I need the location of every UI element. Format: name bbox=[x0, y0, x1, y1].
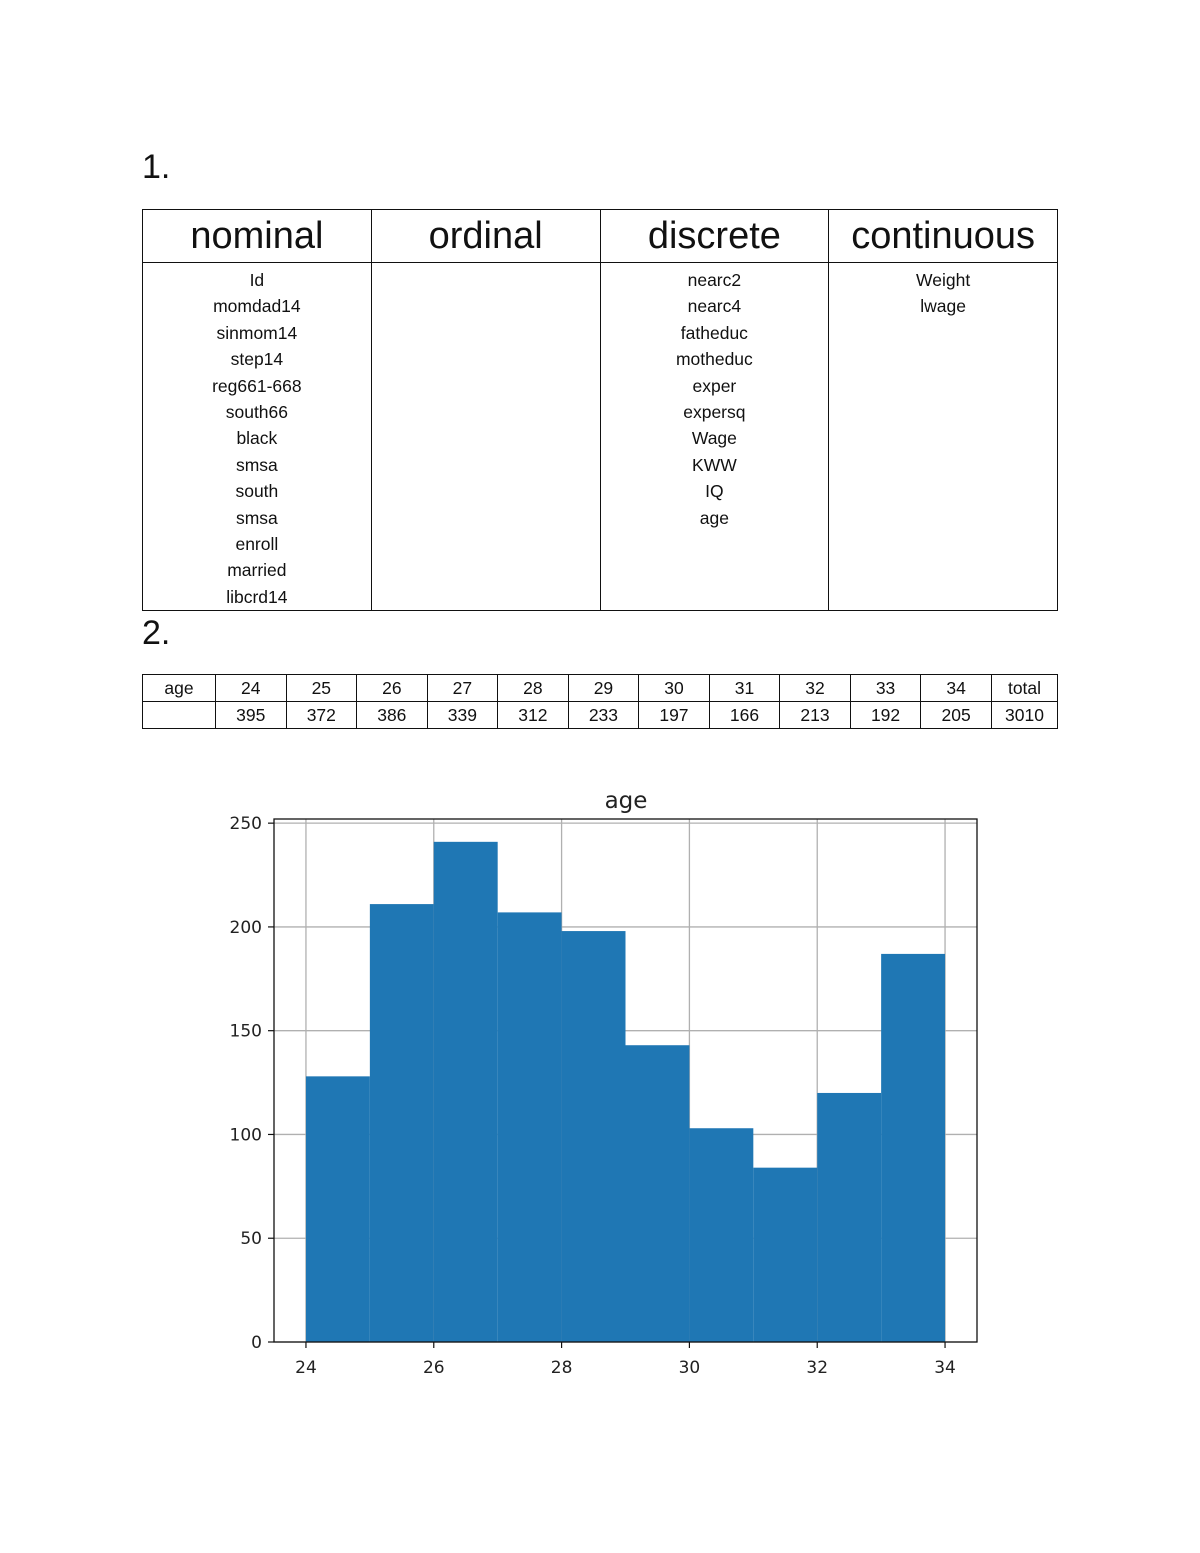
age-frequency-table: age 24 25 26 27 28 29 30 31 32 33 34 total 395 372 38… bbox=[142, 674, 1058, 729]
x-tick-label: 32 bbox=[806, 1358, 828, 1378]
discrete-variable: expersq bbox=[683, 401, 746, 422]
count-value-cell: 213 bbox=[779, 701, 851, 729]
histogram-bar bbox=[561, 931, 626, 1342]
header-nominal: nominal bbox=[142, 209, 372, 263]
x-tick-label: 34 bbox=[934, 1358, 956, 1378]
histogram-bar bbox=[433, 841, 498, 1342]
nominal-variable: black bbox=[236, 428, 278, 449]
header-ordinal: ordinal bbox=[370, 209, 601, 263]
continuous-variable: Weight bbox=[916, 270, 971, 290]
histogram-bar bbox=[497, 912, 562, 1342]
total-label-cell: total bbox=[991, 674, 1058, 702]
nominal-variable: smsa bbox=[235, 454, 278, 475]
age-value-cell: 24 bbox=[215, 674, 287, 702]
nominal-variable: Id bbox=[249, 270, 265, 290]
discrete-variable: nearc4 bbox=[687, 296, 742, 317]
nominal-cell: Id momdad14 sinmom14 step14 reg661-668 south6… bbox=[142, 261, 372, 612]
continuous-variable: lwage bbox=[920, 296, 966, 317]
count-value-cell: 372 bbox=[285, 701, 358, 729]
chart-title: age bbox=[605, 788, 648, 814]
age-value-cell: 31 bbox=[708, 674, 781, 702]
x-tick-label: 26 bbox=[423, 1358, 445, 1378]
nominal-variable: momdad14 bbox=[213, 296, 301, 317]
x-tick-label: 30 bbox=[679, 1358, 701, 1378]
histogram-bar bbox=[305, 1076, 370, 1342]
count-value-cell: 192 bbox=[849, 701, 922, 729]
y-tick-label: 150 bbox=[230, 1022, 262, 1042]
histogram-bar bbox=[689, 1128, 754, 1342]
count-row-label bbox=[142, 701, 216, 729]
nominal-variable: libcrd14 bbox=[226, 586, 288, 607]
nominal-variable: sinmom14 bbox=[216, 322, 298, 343]
age-row: age 24 25 26 27 28 29 30 31 32 33 34 total bbox=[142, 674, 1058, 702]
count-value-cell: 386 bbox=[356, 701, 428, 729]
age-value-cell: 29 bbox=[567, 674, 640, 702]
discrete-variable: Wage bbox=[691, 428, 737, 449]
discrete-variable: fatheduc bbox=[680, 322, 748, 343]
histogram-bar bbox=[881, 953, 946, 1342]
age-value-cell: 30 bbox=[638, 674, 710, 702]
nominal-variable: step14 bbox=[230, 349, 284, 370]
histogram-bar bbox=[753, 1167, 818, 1342]
nominal-variable: enroll bbox=[235, 533, 279, 554]
y-tick-label: 250 bbox=[230, 814, 262, 834]
discrete-variable: age bbox=[699, 507, 729, 528]
count-value-cell: 395 bbox=[215, 701, 287, 729]
discrete-variable: motheduc bbox=[675, 349, 753, 370]
count-value-cell: 197 bbox=[638, 701, 710, 729]
total-value-cell: 3010 bbox=[991, 701, 1058, 729]
age-value-cell: 28 bbox=[497, 674, 569, 702]
discrete-cell: nearc2 nearc4 fatheduc motheduc exper expersq… bbox=[599, 261, 830, 612]
histogram-bar bbox=[369, 904, 434, 1342]
header-continuous: continuous bbox=[828, 209, 1058, 263]
histogram-bar bbox=[625, 1045, 690, 1342]
age-value-cell: 25 bbox=[285, 674, 358, 702]
y-tick-label: 50 bbox=[240, 1229, 262, 1249]
age-value-cell: 32 bbox=[779, 674, 851, 702]
variable-types-body-row: Id momdad14 sinmom14 step14 reg661-668 south6… bbox=[142, 261, 1058, 612]
discrete-variable: nearc2 bbox=[687, 270, 742, 290]
y-tick-label: 100 bbox=[230, 1125, 262, 1145]
nominal-variable: south bbox=[235, 481, 279, 502]
discrete-variable: exper bbox=[692, 375, 737, 396]
continuous-cell: Weight lwage bbox=[828, 261, 1058, 612]
count-value-cell: 233 bbox=[567, 701, 640, 729]
count-value-cell: 205 bbox=[920, 701, 992, 729]
count-value-cell: 339 bbox=[426, 701, 499, 729]
age-value-cell: 34 bbox=[920, 674, 992, 702]
age-value-cell: 27 bbox=[426, 674, 499, 702]
section-number-1: 1. bbox=[142, 148, 171, 186]
plot-frame bbox=[273, 818, 978, 1343]
nominal-variable: reg661-668 bbox=[212, 375, 302, 396]
x-tick-label: 24 bbox=[295, 1358, 317, 1378]
variable-types-header-row: nominal ordinal discrete continuous bbox=[142, 209, 1058, 263]
x-tick-label: 28 bbox=[551, 1358, 573, 1378]
age-value-cell: 26 bbox=[356, 674, 428, 702]
section-number-2: 2. bbox=[142, 614, 171, 652]
count-value-cell: 312 bbox=[497, 701, 569, 729]
age-histogram: age 24 26 28 30 32 34 0 50 100 150 200 250 bbox=[230, 788, 978, 1378]
y-tick-label: 200 bbox=[230, 918, 262, 938]
count-row: 395 372 386 339 312 233 197 166 213 192 205 3010 bbox=[142, 701, 1058, 729]
discrete-variable: IQ bbox=[705, 481, 724, 502]
nominal-variable: married bbox=[227, 560, 287, 581]
ordinal-cell bbox=[370, 261, 601, 612]
variable-types-table: nominal ordinal discrete continuous Id mo… bbox=[142, 209, 1058, 612]
nominal-variable: south66 bbox=[225, 401, 289, 422]
header-discrete: discrete bbox=[599, 209, 830, 263]
y-tick-label: 0 bbox=[251, 1333, 262, 1353]
histogram-bar bbox=[817, 1092, 882, 1342]
age-value-cell: 33 bbox=[849, 674, 922, 702]
count-value-cell: 166 bbox=[708, 701, 781, 729]
age-row-label: age bbox=[142, 674, 216, 702]
discrete-variable: KWW bbox=[692, 454, 737, 475]
nominal-variable: smsa bbox=[235, 507, 278, 528]
